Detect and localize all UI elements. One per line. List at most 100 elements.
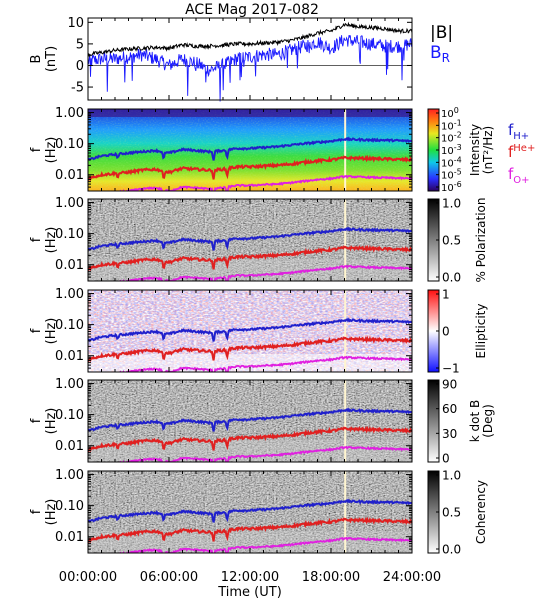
panel-k-dot-b-low-freq-band bbox=[88, 440, 412, 462]
panel-ellipticity-ytick-label: 1.00 bbox=[55, 287, 84, 302]
legend-b: |B|BR bbox=[430, 23, 453, 65]
panel-ellipticity-colorbar-tick-label: 1 bbox=[442, 288, 450, 302]
x-tick-label-2: 12:00:00 bbox=[221, 570, 279, 585]
panel-intensity-colorbar-tick-label: 10-1 bbox=[441, 118, 462, 132]
panel-intensity-ylabel-main: f bbox=[29, 147, 44, 152]
panel-polarization-line-he-plus bbox=[88, 244, 412, 272]
legend-ion-frequencies: fH+fHe+ fO+ bbox=[508, 121, 535, 186]
legend-entry-b-r: BR bbox=[430, 43, 450, 65]
panel-polarization-ytick-label: 0.10 bbox=[55, 227, 84, 242]
panel-k-dot-b-line-h-plus bbox=[88, 407, 412, 433]
panel-ellipticity-colorbar-tick-label: −1 bbox=[442, 362, 460, 376]
panel-ellipticity: 1.00 0.10 0.01 f (Hz) 1 0 −1 Ellipticity bbox=[29, 287, 488, 376]
panel-coherency-ytick-label: 1.00 bbox=[55, 468, 84, 483]
panel-b-field: 10 5 0 -5 B (nT) |B|BR bbox=[29, 16, 453, 102]
x-tick-label-0: 00:00:00 bbox=[59, 570, 117, 585]
panel-k-dot-b-colorbar: 90 60 30 0 k dot B (Deg) bbox=[427, 378, 495, 466]
panel-coherency-colorbar-tick-label: 1.0 bbox=[442, 469, 461, 483]
panel-ellipticity-line-he-plus bbox=[88, 335, 412, 363]
x-axis-label: Time (UT) bbox=[217, 585, 282, 600]
legend-entry-ion-1: fHe+ bbox=[508, 143, 535, 161]
panel-polarization-ytick-label: 1.00 bbox=[55, 196, 84, 211]
panel-coherency-colorbar-tick-label: 0.5 bbox=[442, 506, 461, 520]
panel-polarization-ytick-label: 0.01 bbox=[55, 258, 84, 273]
panel-polarization-colorbar-label: % Polarization bbox=[474, 198, 488, 283]
panel-polarization-colorbar-tick-label: 0.5 bbox=[442, 234, 461, 248]
panel-k-dot-b-colorbar-tick-label: 0 bbox=[442, 452, 450, 466]
panel-b-field-ylabel-main: B bbox=[29, 55, 44, 64]
series-line-b-magnitude bbox=[87, 21, 413, 58]
panel-intensity-line-he-plus bbox=[88, 154, 412, 182]
y-tick-label-b: 0 bbox=[76, 59, 84, 74]
legend-entry-b-magnitude: |B| bbox=[430, 23, 453, 43]
panel-k-dot-b-ylabel-main: f bbox=[29, 418, 44, 423]
panel-k-dot-b-colorbar-tick-label: 90 bbox=[442, 378, 457, 392]
series-line-b-r bbox=[87, 34, 413, 102]
panel-ellipticity-spectrogram bbox=[88, 290, 412, 372]
panel-intensity-ylabel-unit: (Hz) bbox=[44, 137, 59, 164]
panel-intensity-spectrogram bbox=[88, 109, 412, 191]
y-tick-label-b: 10 bbox=[67, 16, 84, 31]
panel-k-dot-b-colorbar-unit: (Deg) bbox=[481, 404, 495, 438]
panel-coherency-ylabel-unit: (Hz) bbox=[44, 499, 59, 526]
panel-coherency-colorbar: 1.0 0.5 0.0 Coherency bbox=[427, 469, 488, 557]
panel-coherency-ytick-label: 0.01 bbox=[55, 530, 84, 545]
panel-coherency-spectrogram bbox=[88, 471, 412, 553]
panel-ellipticity-colorbar-label: Ellipticity bbox=[474, 304, 488, 359]
panel-intensity-colorbar-unit: (nT²/Hz) bbox=[481, 126, 495, 174]
panel-polarization-colorbar-tick-label: 0.0 bbox=[442, 271, 461, 285]
panel-intensity-line-h-plus bbox=[88, 136, 412, 162]
panel-k-dot-b-colorbar-tick-label: 30 bbox=[442, 427, 457, 441]
panel-coherency-texture bbox=[88, 471, 412, 553]
panel-k-dot-b: 1.00 0.10 0.01 f (Hz) 90 60 30 0 k dot B (Deg) bbox=[29, 377, 495, 466]
panel-intensity-texture bbox=[88, 109, 412, 191]
panel-k-dot-b-spectrogram bbox=[88, 380, 412, 462]
y-tick-label-b: 5 bbox=[76, 37, 84, 52]
panel-ellipticity-ytick-label: 0.01 bbox=[55, 349, 84, 364]
panel-polarization-ylabel-unit: (Hz) bbox=[44, 227, 59, 254]
panel-intensity-ytick-label: 0.10 bbox=[55, 137, 84, 152]
figure-title: ACE Mag 2017-082 bbox=[185, 2, 319, 18]
panel-intensity-ytick-label: 0.01 bbox=[55, 168, 84, 183]
panel-ellipticity-line-h-plus bbox=[88, 317, 412, 343]
panel-intensity-colorbar-tick-label: 10-6 bbox=[441, 180, 462, 194]
panel-intensity-colorbar-tick-label: 10-3 bbox=[441, 143, 462, 157]
panel-intensity: 1.00 0.10 0.01 f (Hz) 10010-110-210-310-410-5… bbox=[29, 106, 535, 194]
panel-b-field-ylabel-unit: (nT) bbox=[44, 46, 59, 72]
panel-k-dot-b-ylabel-unit: (Hz) bbox=[44, 408, 59, 435]
panel-coherency-low-freq-band bbox=[88, 531, 412, 553]
panel-coherency-colorbar-label: Coherency bbox=[474, 480, 488, 544]
panel-ellipticity-ylabel-main: f bbox=[29, 328, 44, 333]
panel-k-dot-b-ytick-label: 1.00 bbox=[55, 377, 84, 392]
panel-intensity-colorbar-tick-label: 100 bbox=[441, 106, 459, 120]
panel-polarization-low-freq-band bbox=[88, 259, 412, 281]
panel-b-field-background bbox=[88, 18, 412, 100]
y-tick-label-b: -5 bbox=[71, 81, 84, 96]
x-tick-label-1: 06:00:00 bbox=[140, 570, 198, 585]
panel-k-dot-b-line-he-plus bbox=[88, 425, 412, 453]
panel-intensity-colorbar-tick-label: 10-4 bbox=[441, 155, 462, 169]
panel-intensity-colorbar-tick-label: 10-5 bbox=[441, 168, 462, 182]
panel-intensity-colorbar-label: Intensity bbox=[468, 124, 482, 176]
panel-polarization-texture bbox=[88, 199, 412, 281]
panel-polarization-ylabel-main: f bbox=[29, 237, 44, 242]
x-tick-label-4: 24:00:00 bbox=[383, 570, 441, 585]
legend-entry-ion-0: fH+ bbox=[508, 121, 529, 142]
panel-polarization-line-h-plus bbox=[88, 226, 412, 252]
panel-polarization-colorbar: 1.0 0.5 0.0 % Polarization bbox=[427, 197, 488, 285]
panel-k-dot-b-colorbar-tick-label: 60 bbox=[442, 402, 457, 416]
x-axis: 00:00:00 06:00:00 12:00:00 18:00:00 24:0… bbox=[59, 570, 441, 600]
panel-ellipticity-ylabel-unit: (Hz) bbox=[44, 318, 59, 345]
panel-coherency-line-h-plus bbox=[88, 498, 412, 524]
x-tick-label-3: 18:00:00 bbox=[302, 570, 360, 585]
panel-intensity-colorbar-tick-label: 10-2 bbox=[441, 131, 462, 145]
panel-ellipticity-colorbar: 1 0 −1 Ellipticity bbox=[427, 288, 488, 376]
panel-polarization-spectrogram bbox=[88, 199, 412, 281]
panel-coherency-ylabel-main: f bbox=[29, 509, 44, 514]
panel-k-dot-b-colorbar-label: k dot B bbox=[468, 400, 482, 442]
panel-k-dot-b-ytick-label: 0.01 bbox=[55, 439, 84, 454]
panel-polarization-colorbar-tick-label: 1.0 bbox=[442, 197, 461, 211]
